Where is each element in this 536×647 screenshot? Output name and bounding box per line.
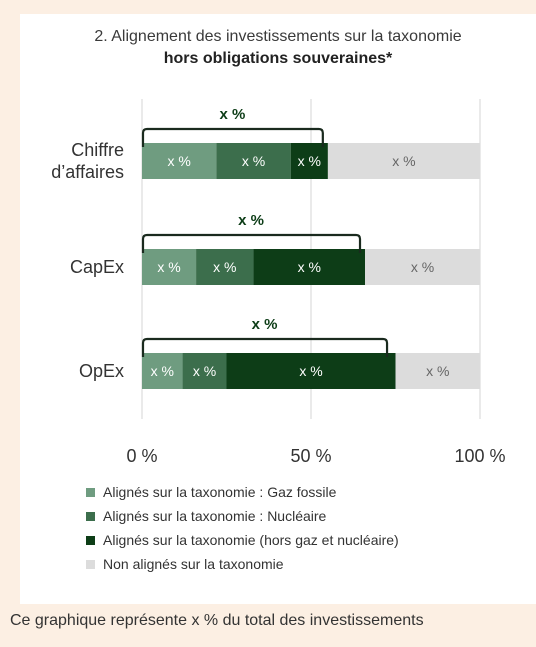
- legend-item-3: Non alignés sur la taxonomie: [86, 552, 399, 576]
- data-label-1-3: x %: [411, 259, 434, 275]
- category-label-0-1: d’affaires: [51, 162, 124, 182]
- bracket-label-0: x %: [219, 106, 245, 123]
- bar-0-3: [327, 143, 480, 179]
- bar-2-1: [182, 353, 227, 389]
- category-label-1: CapEx: [70, 257, 124, 277]
- legend-swatch-2: [86, 535, 95, 545]
- legend-label-0: Alignés sur la taxonomie : Gaz fossile: [103, 484, 337, 500]
- chart-subtitle: hors obligations souveraines*: [163, 50, 393, 67]
- footnote: Ce graphique représente x % du total des…: [10, 612, 424, 629]
- chart-title: 2. Alignement des investissements sur la…: [94, 28, 462, 45]
- data-label-1-0: x %: [157, 259, 180, 275]
- data-label-0-0: x %: [168, 153, 191, 169]
- legend-item-1: Alignés sur la taxonomie : Nucléaire: [86, 504, 399, 528]
- data-label-0-2: x %: [298, 153, 321, 169]
- bracket-label-2: x %: [252, 316, 278, 333]
- data-label-2-2: x %: [299, 363, 322, 379]
- bracket-2: [141, 337, 389, 357]
- bar-2-0: [142, 353, 183, 389]
- bar-1-3: [365, 249, 480, 285]
- legend-label-2: Alignés sur la taxonomie (hors gaz et nu…: [103, 532, 399, 548]
- category-label-0-0: Chiffre: [71, 140, 124, 160]
- legend-swatch-3: [86, 559, 95, 569]
- x-tick-label-2: 100 %: [454, 446, 505, 466]
- bar-0-1: [216, 143, 291, 179]
- data-label-1-2: x %: [298, 259, 321, 275]
- data-label-1-1: x %: [213, 259, 236, 275]
- bar-1-2: [253, 249, 366, 285]
- x-tick-label-0: 0 %: [126, 446, 157, 466]
- data-label-0-1: x %: [242, 153, 265, 169]
- data-label-0-3: x %: [392, 153, 415, 169]
- bar-1-0: [142, 249, 197, 285]
- bar-1-1: [196, 249, 254, 285]
- bracket-label-1: x %: [238, 212, 264, 229]
- chart-legend: Alignés sur la taxonomie : Gaz fossile Al…: [86, 480, 399, 576]
- bar-2-3: [395, 353, 480, 389]
- bracket-0: [141, 127, 324, 147]
- legend-item-0: Alignés sur la taxonomie : Gaz fossile: [86, 480, 399, 504]
- legend-swatch-0: [86, 487, 95, 497]
- bar-2-2: [226, 353, 396, 389]
- legend-item-2: Alignés sur la taxonomie (hors gaz et nu…: [86, 528, 399, 552]
- data-label-2-0: x %: [151, 363, 174, 379]
- legend-label-3: Non alignés sur la taxonomie: [103, 556, 284, 572]
- legend-swatch-1: [86, 511, 95, 521]
- data-label-2-3: x %: [426, 363, 449, 379]
- chart-card: 2. Alignement des investissements sur la…: [20, 14, 536, 604]
- bracket-1: [141, 233, 362, 253]
- x-tick-label-1: 50 %: [290, 446, 331, 466]
- bar-0-2: [290, 143, 328, 179]
- data-label-2-1: x %: [193, 363, 216, 379]
- bar-0-0: [142, 143, 217, 179]
- legend-label-1: Alignés sur la taxonomie : Nucléaire: [103, 508, 327, 524]
- category-label-2: OpEx: [79, 361, 124, 381]
